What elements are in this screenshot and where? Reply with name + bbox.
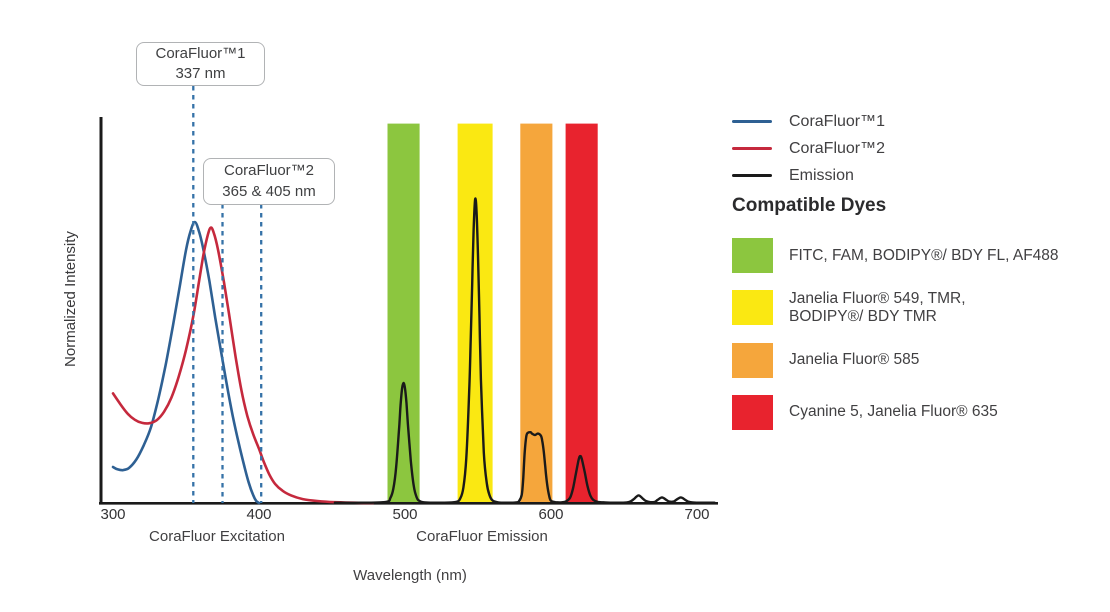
corafluor1-callout-wavelength: 337 nm bbox=[175, 65, 226, 82]
legend-label: CoraFluor™1 bbox=[789, 112, 886, 130]
dye-label: Janelia Fluor® 549, TMR, BODIPY®/ BDY TM… bbox=[789, 290, 966, 325]
green-dye-swatch bbox=[732, 238, 773, 273]
legend-item-emission: Emission bbox=[732, 166, 885, 185]
orange-dye-swatch bbox=[732, 342, 773, 378]
emission-band-3 bbox=[565, 123, 598, 503]
corafluor2-callout: CoraFluor™2 365 & 405 nm bbox=[203, 158, 335, 205]
compatible-dyes-list: FITC, FAM, BODIPY®/ BDY FL, AF488 Janeli… bbox=[732, 238, 1092, 430]
corafluor2-callout-name: CoraFluor™2 bbox=[223, 162, 315, 180]
excitation-curve-corafluor1 bbox=[111, 220, 261, 505]
emission-band-0 bbox=[387, 123, 420, 503]
excitation-section-label: CoraFluor Excitation bbox=[149, 528, 285, 545]
corafluor1-callout-name: CoraFluor™1 bbox=[155, 44, 246, 62]
emission-band-1 bbox=[457, 123, 493, 503]
corafluor2-callout-wavelength: 365 & 405 nm bbox=[222, 182, 316, 200]
x-tick-500: 500 bbox=[392, 506, 418, 523]
legend: CoraFluor™1 CoraFluor™2 Emission bbox=[732, 112, 885, 185]
y-axis-label: Normalized Intensity bbox=[62, 231, 79, 367]
emission-section-label: CoraFluor Emission bbox=[416, 528, 548, 545]
emission-line-swatch bbox=[732, 174, 772, 177]
x-tick-600: 600 bbox=[538, 506, 564, 523]
dye-row-orange: Janelia Fluor® 585 bbox=[732, 342, 1092, 378]
excitation-curve-corafluor2 bbox=[111, 226, 375, 505]
emission-curve-emission bbox=[333, 197, 716, 504]
corafluor1-line-swatch bbox=[732, 120, 772, 123]
red-dye-swatch bbox=[732, 394, 773, 430]
corafluor1-callout: CoraFluor™1 337 nm bbox=[136, 42, 265, 86]
yellow-dye-swatch bbox=[732, 290, 773, 326]
dye-label: FITC, FAM, BODIPY®/ BDY FL, AF488 bbox=[789, 246, 1059, 264]
legend-label: CoraFluor™2 bbox=[789, 139, 886, 157]
dye-label: Janelia Fluor® 585 bbox=[789, 351, 920, 369]
corafluor2-line-swatch bbox=[732, 147, 772, 150]
dye-row-red: Cyanine 5, Janelia Fluor® 635 bbox=[732, 394, 1092, 430]
dye-row-yellow: Janelia Fluor® 549, TMR, BODIPY®/ BDY TM… bbox=[732, 290, 1092, 326]
dye-row-green: FITC, FAM, BODIPY®/ BDY FL, AF488 bbox=[732, 238, 1092, 273]
dye-label: Cyanine 5, Janelia Fluor® 635 bbox=[789, 403, 998, 421]
legend-label: Emission bbox=[789, 166, 854, 184]
x-tick-700: 700 bbox=[684, 506, 710, 523]
x-tick-300: 300 bbox=[100, 506, 126, 523]
legend-item-corafluor2: CoraFluor™2 bbox=[732, 139, 885, 158]
x-tick-400: 400 bbox=[246, 506, 272, 523]
x-axis-label: Wavelength (nm) bbox=[353, 567, 467, 584]
legend-item-corafluor1: CoraFluor™1 bbox=[732, 112, 885, 131]
compatible-dyes-heading: Compatible Dyes bbox=[732, 195, 887, 216]
